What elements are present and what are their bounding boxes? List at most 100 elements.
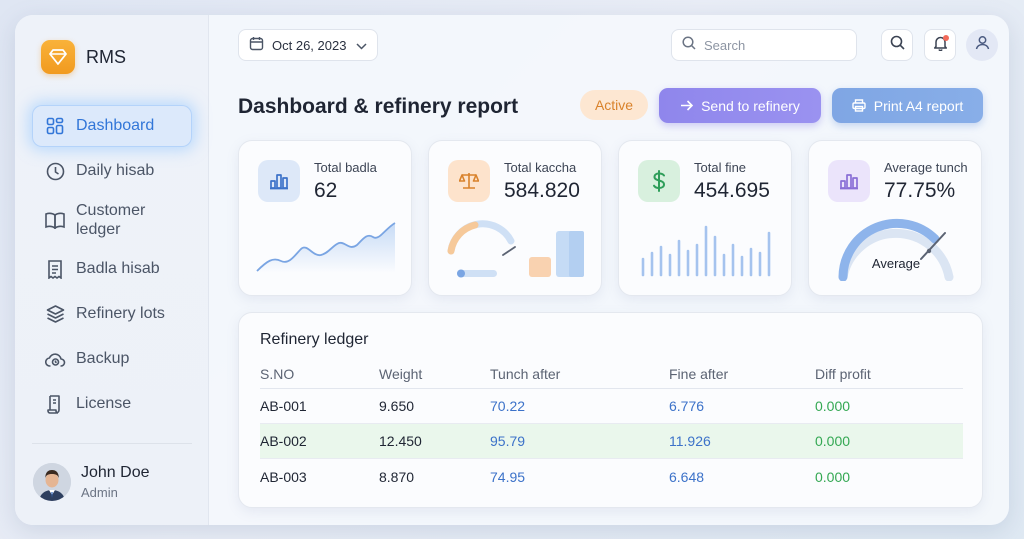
card-label: Average tunch [884,160,968,175]
printer-icon [852,99,866,112]
sidebar-item-label: Badla hisab [76,260,160,277]
status-badge: Active [580,90,648,120]
cell-sno: AB-002 [260,433,307,449]
sidebar-item-label: Backup [76,350,130,367]
cell-weight: 12.450 [379,433,422,449]
sidebar-divider [32,443,192,444]
clock-icon [44,160,66,182]
search-icon [890,35,905,55]
license-icon [44,393,66,415]
avatar [33,463,71,501]
user-role: Admin [81,485,118,500]
search-button[interactable] [881,29,913,61]
refinery-ledger-panel: Refinery ledger S.NO Weight Tunch after … [238,312,983,508]
search-input[interactable] [704,37,844,53]
stat-card-total-kaccha[interactable]: Total kaccha 584.820 [428,140,602,296]
ledger-title: Refinery ledger [260,331,369,348]
main-content: Oct 26, 2023 Dashbo [209,15,1009,525]
gauge-label: Average [871,256,921,271]
cell-diff-profit: 0.000 [815,433,851,449]
sidebar-item-customer-ledger[interactable]: Customer ledger [32,195,192,245]
scale-icon [448,160,490,202]
arrow-right-icon [680,100,694,111]
cell-tunch-after: 70.22 [490,398,526,414]
user-icon [975,35,990,55]
receipt-icon [44,258,66,280]
book-icon [44,209,66,231]
sparkline-chart [256,222,396,273]
user-profile[interactable]: John Doe Admin [33,463,150,501]
app-window: RMS Dashboard Daily hisab Customer ledge… [15,15,1009,525]
table-header-row: S.NO Weight Tunch after Fine after Diff … [260,359,963,389]
print-button-label: Print A4 report [873,97,964,114]
cell-sno: AB-003 [260,468,307,485]
notifications-button[interactable] [924,29,956,61]
sidebar-item-label: Daily hisab [76,162,155,179]
layers-icon [44,303,66,325]
print-report-button[interactable]: Print A4 report [832,88,983,123]
dashboard-icon [44,115,66,137]
card-value: 62 [314,179,338,202]
bar-sparkline [641,225,771,277]
table-row[interactable]: AB-002 12.450 95.79 11.926 0.000 [260,424,963,459]
card-label: Total fine [694,160,747,175]
sidebar-item-label: Dashboard [76,117,155,134]
cell-fine-after: 6.776 [669,398,705,414]
search-icon [682,35,696,55]
user-name: John Doe [81,464,150,481]
cell-weight: 8.870 [379,468,415,485]
profile-button[interactable] [966,29,998,61]
column-header-tunch-after[interactable]: Tunch after [490,365,561,382]
cell-tunch-after: 74.95 [490,468,526,485]
date-picker[interactable]: Oct 26, 2023 [238,29,378,61]
ledger-table: S.NO Weight Tunch after Fine after Diff … [260,359,963,494]
card-value: 584.820 [504,179,580,202]
table-row[interactable]: AB-003 8.870 74.95 6.648 0.000 [260,459,963,494]
cell-weight: 9.650 [379,398,415,414]
card-value: 454.695 [694,179,770,202]
send-button-label: Send to refinery [701,97,800,114]
sidebar-item-badla-hisab[interactable]: Badla hisab [32,248,192,290]
column-header-sno[interactable]: S.NO [260,365,295,382]
cell-tunch-after: 95.79 [490,433,526,449]
gauge-illustration [447,220,584,278]
send-to-refinery-button[interactable]: Send to refinery [659,88,821,123]
column-header-fine-after[interactable]: Fine after [669,365,729,382]
date-value: Oct 26, 2023 [272,37,347,53]
sidebar-item-daily-hisab[interactable]: Daily hisab [32,150,192,192]
sidebar-item-refinery-lots[interactable]: Refinery lots [32,293,192,335]
stat-card-total-badla[interactable]: Total badla 62 [238,140,412,296]
sidebar-item-dashboard[interactable]: Dashboard [32,105,192,147]
notification-dot [943,35,949,41]
cell-diff-profit: 0.000 [815,468,851,485]
bell-icon [933,35,948,56]
sidebar-item-label: Customer ledger [76,202,146,238]
cell-diff-profit: 0.000 [815,398,851,414]
sidebar-item-label: Refinery lots [76,305,165,322]
card-value: 77.75% [884,179,956,202]
column-header-diff-profit[interactable]: Diff profit [815,365,871,382]
cell-fine-after: 6.648 [669,468,705,485]
sidebar-nav: Dashboard Daily hisab Customer ledger Ba… [32,105,192,428]
sidebar-item-license[interactable]: License [32,383,192,425]
dollar-icon [638,160,680,202]
cell-sno: AB-001 [260,398,307,414]
brand[interactable]: RMS [41,40,126,74]
sidebar-item-backup[interactable]: Backup [32,338,192,380]
page-title: Dashboard & refinery report [238,95,519,118]
stat-card-total-fine[interactable]: Total fine 454.695 [618,140,792,296]
sidebar-item-label: License [76,395,132,412]
chevron-down-icon [356,38,367,53]
cloud-backup-icon [44,348,66,370]
table-row[interactable]: AB-001 9.650 70.22 6.776 0.000 [260,389,963,424]
calendar-icon [249,36,264,54]
stat-card-average-tunch[interactable]: Average tunch 77.75% Average [808,140,982,296]
search-box[interactable] [671,29,857,61]
app-name: RMS [86,46,126,67]
bar-chart-icon [258,160,300,202]
card-label: Total kaccha [504,160,577,175]
cell-fine-after: 11.926 [669,433,711,449]
column-header-weight[interactable]: Weight [379,365,423,382]
bar-chart-icon [828,160,870,202]
card-label: Total badla [314,160,377,175]
